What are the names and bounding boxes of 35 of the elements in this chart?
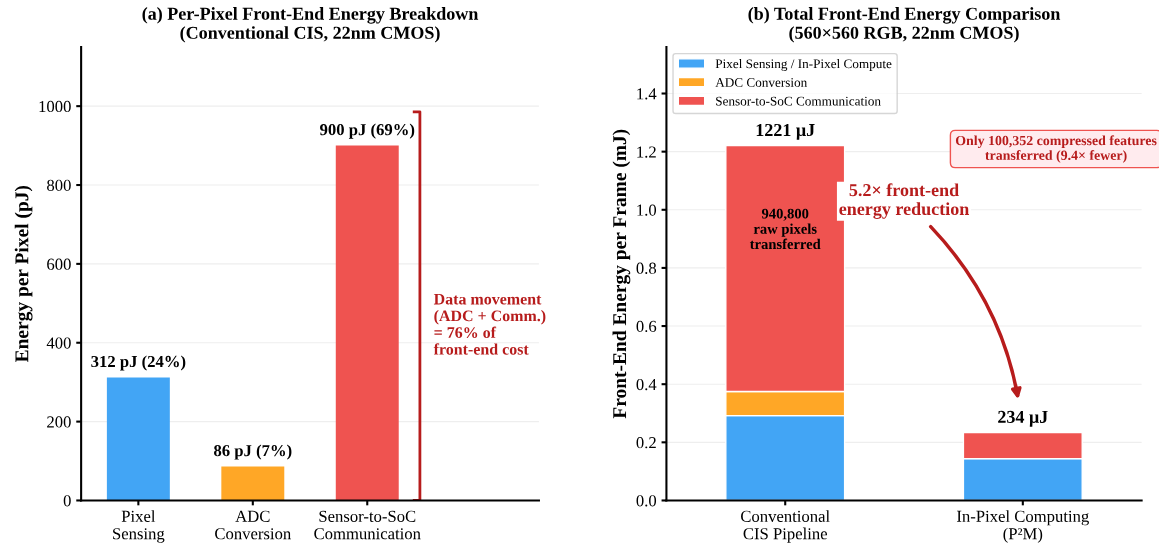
y-tick-label: 800 xyxy=(47,179,71,191)
y-tick-label: 600 xyxy=(47,258,71,270)
legend-label: Pixel Sensing / In-Pixel Compute xyxy=(715,58,892,71)
x-tick-label: ADC Conversion xyxy=(215,510,291,540)
y-tick-label: 400 xyxy=(46,337,71,349)
y-axis-title: Front-End Energy per Frame (mJ) xyxy=(612,129,631,419)
data-label: 900 pJ (69%) xyxy=(320,123,415,139)
x-tick-label: Sensor-to-SoC Communication xyxy=(314,510,421,540)
chart-title: (b) Total Front-End Energy Comparison (560×560 RGB, 22nm CMOS) xyxy=(748,7,1061,43)
data-label: 312 pJ (24%) xyxy=(91,355,186,371)
y-tick-label: 0.4 xyxy=(636,378,657,391)
annotation: 940,800 raw pixels transferred xyxy=(749,208,821,250)
y-tick-label: 1.2 xyxy=(637,146,656,158)
y-tick-label: 0 xyxy=(63,495,71,507)
annotation: Only 100,352 compressed features transferred (9.4× fewer) xyxy=(955,135,1157,163)
chart-title: (a) Per-Pixel Front-End Energy Breakdown (Conventional CIS, 22nm CMOS) xyxy=(142,7,479,43)
y-tick-label: 1000 xyxy=(39,100,71,113)
total-label: 1221 μJ xyxy=(756,123,815,140)
total-label: 234 μJ xyxy=(998,410,1048,427)
y-tick-label: 0.6 xyxy=(636,320,657,333)
y-tick-label: 0.2 xyxy=(636,437,656,449)
x-tick-label: In-Pixel Computing (P²M) xyxy=(956,510,1089,543)
legend-label: Sensor-to-SoC Communication xyxy=(716,96,881,106)
text: Data movement (ADC + Comm.) = 76% of front-end cost xyxy=(433,293,546,355)
y-axis-title: Energy per Pixel (pJ) xyxy=(14,185,33,363)
y-tick-label: 1.0 xyxy=(637,204,657,216)
y-tick-label: 200 xyxy=(47,416,71,428)
x-tick-label: Conventional CIS Pipeline xyxy=(741,510,830,543)
y-tick-label: 1.4 xyxy=(637,88,657,100)
data-label: 86 pJ (7%) xyxy=(214,444,292,460)
annotation: 5.2× front-end energy reduction xyxy=(839,183,970,219)
y-tick-label: 0.0 xyxy=(636,495,657,507)
y-tick-label: 0.8 xyxy=(636,262,657,274)
legend-label: ADC Conversion xyxy=(715,78,808,87)
x-tick-label: Pixel Sensing xyxy=(113,510,165,543)
